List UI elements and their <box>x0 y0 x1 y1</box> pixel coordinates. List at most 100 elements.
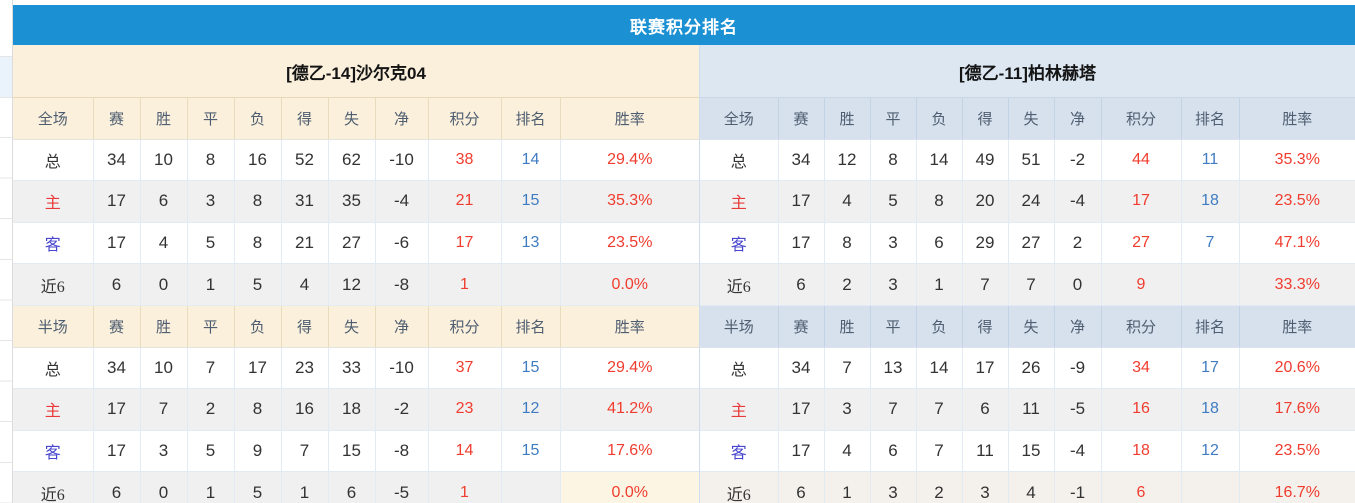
stats-row: 主 17 6 3 8 31 35 -4 21 15 35.3% <box>13 180 699 223</box>
stat-cell: 2 <box>916 471 963 503</box>
points-cell: 34 <box>1101 347 1182 390</box>
col-header: 赛 <box>778 305 825 348</box>
row-label: 客 <box>13 222 94 265</box>
stat-cell: 1 <box>916 263 963 306</box>
stat-cell: 51 <box>1008 139 1055 182</box>
win-rate-cell: 23.5% <box>1239 430 1355 473</box>
stat-cell: -1 <box>1054 471 1102 503</box>
points-cell: 14 <box>428 430 502 473</box>
stat-cell: 17 <box>93 430 141 473</box>
stat-cell: 17 <box>778 430 825 473</box>
stats-row: 总 34 10 8 16 52 62 -10 38 14 29.4% <box>13 139 699 182</box>
stats-row: 主 17 4 5 8 20 24 -4 17 18 23.5% <box>700 180 1355 223</box>
page-title: 联赛积分排名 <box>630 17 738 37</box>
stat-cell: 7 <box>1008 263 1055 306</box>
col-header: 胜 <box>140 305 188 348</box>
stats-row: 总 34 10 7 17 23 33 -10 37 15 29.4% <box>13 347 699 390</box>
col-header: 得 <box>281 305 329 348</box>
stats-row: 总 34 7 13 14 17 26 -9 34 17 20.6% <box>700 347 1355 390</box>
stat-cell: -5 <box>375 471 429 503</box>
row-label: 总 <box>700 139 779 182</box>
stat-cell: -10 <box>375 347 429 390</box>
rank-cell: 15 <box>501 430 561 473</box>
col-header: 净 <box>1054 305 1102 348</box>
win-rate-cell: 41.2% <box>560 388 699 431</box>
col-header: 胜 <box>824 98 871 140</box>
stat-cell: -4 <box>1054 430 1102 473</box>
stat-cell: 7 <box>140 388 188 431</box>
stat-cell: 62 <box>328 139 376 182</box>
win-rate-cell: 35.3% <box>1239 139 1355 182</box>
col-header: 积分 <box>428 305 502 348</box>
stat-cell: 5 <box>187 222 235 265</box>
stat-cell: 6 <box>962 388 1009 431</box>
col-header: 净 <box>375 98 429 140</box>
win-rate-cell: 35.3% <box>560 180 699 223</box>
section-header-row: 全场赛胜平负得失净积分 排名 胜率 <box>700 98 1355 140</box>
col-header: 得 <box>281 98 329 140</box>
stat-cell: 10 <box>140 347 188 390</box>
rank-cell: 12 <box>1181 430 1240 473</box>
col-header: 胜 <box>140 98 188 140</box>
stat-cell: 7 <box>962 263 1009 306</box>
win-rate-cell: 0.0% <box>560 471 699 503</box>
stat-cell: 2 <box>187 388 235 431</box>
stat-cell: 8 <box>916 180 963 223</box>
row-label: 主 <box>700 388 779 431</box>
points-cell: 23 <box>428 388 502 431</box>
rank-cell: 12 <box>501 388 561 431</box>
away-team-panel: [德乙-11]柏林赫塔 全场赛胜平负得失净积分 排名 胜率总 34 12 8 14 49 51-… <box>700 45 1355 503</box>
col-header: 负 <box>916 305 963 348</box>
stat-cell: 5 <box>870 180 917 223</box>
stat-cell: 16 <box>281 388 329 431</box>
points-cell: 16 <box>1101 388 1182 431</box>
rank-cell: 18 <box>1181 180 1240 223</box>
stats-row: 近6 6 0 1 5 4 12 -8 1 0.0% <box>13 263 699 306</box>
stat-cell: -2 <box>375 388 429 431</box>
win-rate-cell: 20.6% <box>1239 347 1355 390</box>
col-header: 平 <box>187 98 235 140</box>
col-header: 净 <box>375 305 429 348</box>
stat-cell: 14 <box>916 347 963 390</box>
stat-cell: 5 <box>187 430 235 473</box>
team-panels: [德乙-14]沙尔克04 全场赛胜平负得失净积分 排名 胜率总 34 10 8 16 52 62… <box>13 45 1355 503</box>
rank-cell <box>501 263 561 306</box>
stat-cell: -8 <box>375 263 429 306</box>
points-cell: 44 <box>1101 139 1182 182</box>
col-header: 平 <box>187 305 235 348</box>
col-header: 赛 <box>93 305 141 348</box>
stats-row: 客 17 4 5 8 21 27 -6 17 13 23.5% <box>13 222 699 265</box>
stat-cell: 3 <box>140 430 188 473</box>
stat-cell: 34 <box>778 139 825 182</box>
stats-row: 客 17 8 3 6 29 27 2 27 7 47.1% <box>700 222 1355 265</box>
row-label: 近6 <box>700 471 779 503</box>
stat-cell: 8 <box>187 139 235 182</box>
stat-cell: 15 <box>328 430 376 473</box>
stat-cell: 6 <box>140 180 188 223</box>
stat-cell: 18 <box>328 388 376 431</box>
stat-cell: 1 <box>187 263 235 306</box>
section-header-row: 全场赛胜平负得失净积分 排名 胜率 <box>13 98 699 140</box>
stat-cell: 3 <box>962 471 1009 503</box>
stat-cell: 34 <box>93 139 141 182</box>
stat-cell: 9 <box>234 430 282 473</box>
rank-cell: 15 <box>501 180 561 223</box>
stat-cell: 0 <box>140 471 188 503</box>
stat-cell: 17 <box>778 388 825 431</box>
stat-cell: 15 <box>1008 430 1055 473</box>
stat-cell: 1 <box>824 471 871 503</box>
stat-cell: 3 <box>824 388 871 431</box>
stat-cell: 11 <box>962 430 1009 473</box>
section-label: 半场 <box>13 305 94 348</box>
stat-cell: 12 <box>328 263 376 306</box>
stat-cell: 6 <box>93 263 141 306</box>
col-header: 胜率 <box>560 305 699 348</box>
col-header: 平 <box>870 98 917 140</box>
stat-cell: 1 <box>281 471 329 503</box>
title-bar: 联赛积分排名 <box>13 5 1355 45</box>
stat-cell: 23 <box>281 347 329 390</box>
points-cell: 18 <box>1101 430 1182 473</box>
stat-cell: 29 <box>962 222 1009 265</box>
points-cell: 6 <box>1101 471 1182 503</box>
stat-cell: 33 <box>328 347 376 390</box>
